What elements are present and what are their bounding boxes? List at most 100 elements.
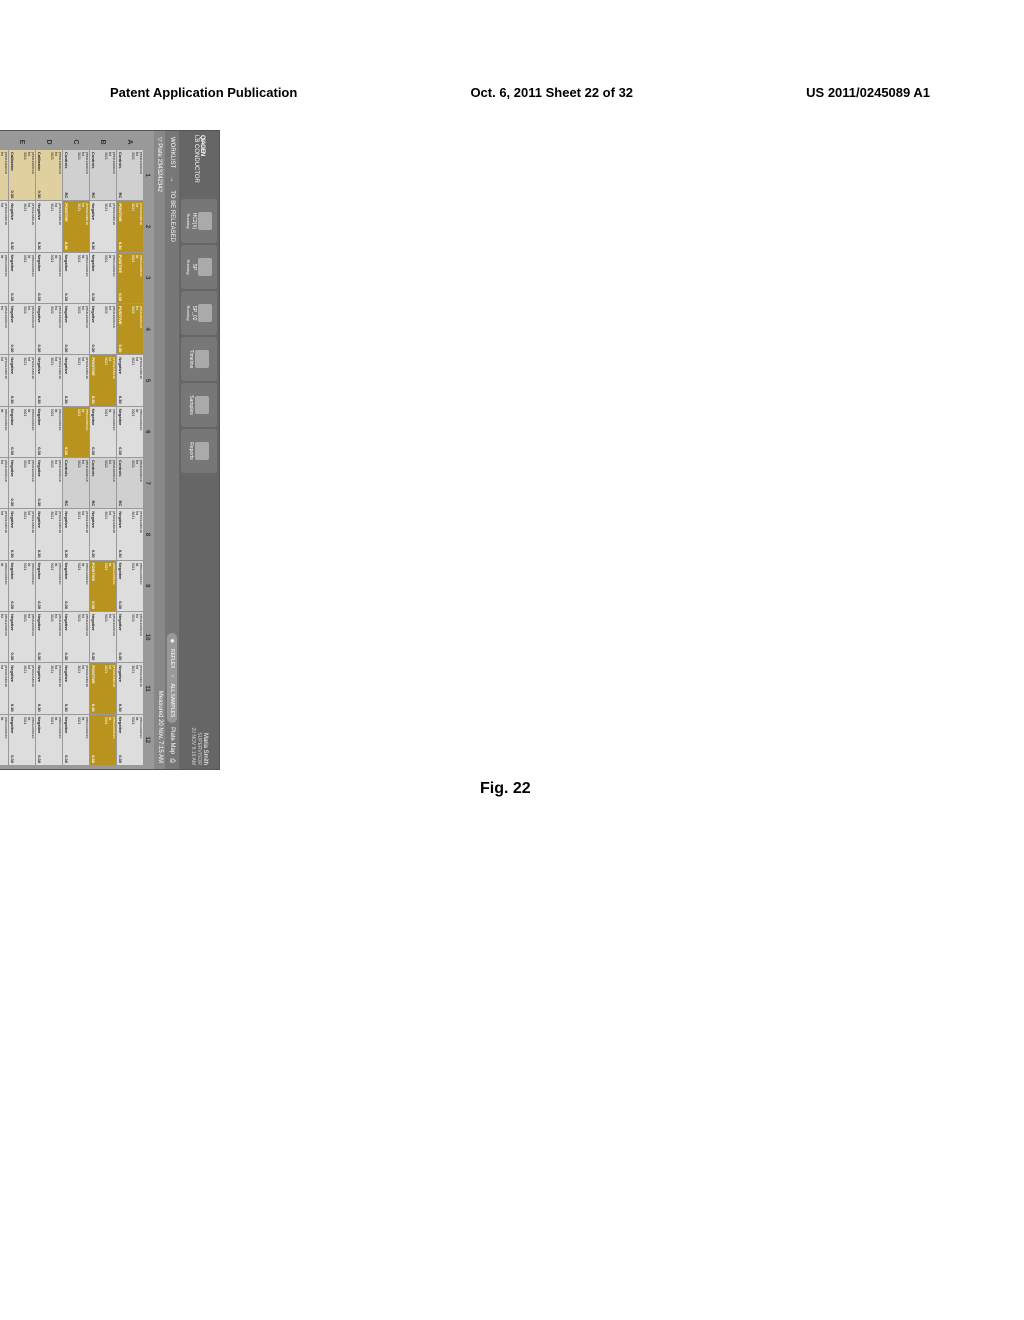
- well[interactable]: pH051506c16tst3021Negative0.30: [90, 304, 116, 354]
- tab-icon: [198, 212, 212, 230]
- well[interactable]: pH051506c16tst3021Negative0.30: [63, 612, 89, 662]
- well[interactable]: pH051506c16tst3021Negative0.30: [63, 355, 89, 405]
- grid-body: ApH051506c16tst3021ControlsRCpH051506c16…: [0, 135, 143, 765]
- well[interactable]: pH051506c16tst3021Negative0.30: [117, 355, 143, 405]
- well[interactable]: pH051506c16tst3021POSITIVE0.30: [117, 201, 143, 251]
- well[interactable]: pH051506c16tst3021Negative0.30: [0, 715, 8, 765]
- row-label: B: [90, 135, 116, 149]
- well-id: pH051506c16tst3021: [76, 306, 88, 352]
- well-result: Negative0.30: [37, 203, 41, 249]
- well[interactable]: pH051506c16tst3021Negative0.30: [36, 407, 62, 457]
- well[interactable]: pH051506c16tst3021Negative0.30: [0, 561, 8, 611]
- well-result: Negative0.30: [91, 306, 95, 352]
- well[interactable]: pH051506c16tst3021Negative0.30: [9, 304, 35, 354]
- well[interactable]: pH051506c16tst3021Negative0.30: [117, 663, 143, 713]
- export-icon[interactable]: ⎙: [169, 758, 176, 763]
- well[interactable]: pH051506c16tst3021Negative0.30: [90, 201, 116, 251]
- well-id: pH051506c16tst3021: [130, 563, 142, 609]
- toggle-reflex[interactable]: REFLEX: [169, 649, 175, 668]
- well-id: pH051506c16tst3021: [103, 203, 115, 249]
- well[interactable]: pH051506c16tst3021Negative0.30: [63, 561, 89, 611]
- well-id: pH051506c16tst3021: [49, 357, 61, 403]
- well[interactable]: pH051506c16tst3021Negative0.30: [36, 355, 62, 405]
- well[interactable]: pH051506c16tst3021Negative0.30: [36, 253, 62, 303]
- well[interactable]: pH051506c16tst3021Negative0.30: [9, 561, 35, 611]
- well[interactable]: pH051506c16tst3021Negative0.30: [0, 304, 8, 354]
- view-toggle[interactable]: ◉REFLEX ○ALL SAMPLES: [167, 633, 177, 724]
- well[interactable]: pH051506c16tst3021ControlsRC: [63, 150, 89, 200]
- well[interactable]: pH051506c16tst3021ControlsRC: [117, 458, 143, 508]
- tab-hc2(x)[interactable]: HC2(X)Running: [181, 199, 217, 243]
- well[interactable]: pH051506c16tst3021POSITIVE0.30: [117, 304, 143, 354]
- well[interactable]: pH051506c16tst3021Negative0.30: [63, 509, 89, 559]
- well[interactable]: pH051506c16tst3021Negative0.30: [36, 509, 62, 559]
- well[interactable]: pH051506c16tst3021ControlsRC: [63, 458, 89, 508]
- well[interactable]: pH051506c16tst3021Negative0.30: [0, 509, 8, 559]
- well[interactable]: pH051506c16tst3021Negative0.30: [90, 509, 116, 559]
- toggle-all[interactable]: ALL SAMPLES: [169, 683, 175, 717]
- well[interactable]: pH051506c16tst3021Negative0.30: [0, 201, 8, 251]
- well[interactable]: pH051506c16tst3021Negative0.30: [90, 253, 116, 303]
- well[interactable]: pH051506c16tst3021POSITIVE0.30: [117, 253, 143, 303]
- well[interactable]: pH051506c16tst30210.30: [90, 715, 116, 765]
- well[interactable]: pH051506c16tst3021Negative0.30: [9, 407, 35, 457]
- well[interactable]: pH051506c16tst3021Negative0.30: [63, 663, 89, 713]
- well[interactable]: pH051506c16tst3021Negative0.30: [117, 612, 143, 662]
- well[interactable]: pH051506c16tst3021Negative0.30: [9, 663, 35, 713]
- well[interactable]: pH051506c16tst3021Negative0.30: [36, 458, 62, 508]
- well[interactable]: pH051506c16tst3021ControlsRC: [90, 458, 116, 508]
- well[interactable]: pH051506c16tst3021Negative0.30: [9, 458, 35, 508]
- well[interactable]: pH051506c16tst3021ControlsRC: [117, 150, 143, 200]
- well[interactable]: pH051506c16tst3021Negative0.30: [9, 355, 35, 405]
- well[interactable]: pH051506c16tst3021ControlsRC: [90, 150, 116, 200]
- well-id: pH051506c16tst3021: [49, 203, 61, 249]
- well-result: Negative0.30: [64, 717, 68, 763]
- well[interactable]: pH051506c16tst3021Negative0.30: [36, 715, 62, 765]
- well[interactable]: pH051506c16tst3021Negative0.30: [117, 509, 143, 559]
- well[interactable]: pH051506c16tst3021Negative0.30: [0, 253, 8, 303]
- well-result: Negative0.30: [10, 563, 14, 609]
- well[interactable]: pH051506c16tst3021 Negative0.30: [36, 201, 62, 251]
- well[interactable]: pH051506c16tst3021Negative0.30: [9, 509, 35, 559]
- well[interactable]: pH051506c16tst3021Negative0.30: [36, 561, 62, 611]
- col-header: 11: [144, 663, 150, 713]
- well-id: pH051506c16tst3021: [76, 563, 88, 609]
- well[interactable]: pH051506c16tst3021Calibrator0.30: [36, 150, 62, 200]
- well[interactable]: pH051506c16tst3021Negative0.30: [9, 253, 35, 303]
- well[interactable]: pH051506c16tst3021Negative0.30: [0, 663, 8, 713]
- well[interactable]: pH051506c16tst3021POSITIVE0.30: [63, 201, 89, 251]
- well[interactable]: pH051506c16tst30210.30: [63, 407, 89, 457]
- tab-samples[interactable]: Samples: [181, 383, 217, 427]
- well[interactable]: pH051506c16tst3021Negative0.30: [9, 715, 35, 765]
- well[interactable]: pH051506c16tst3021Negative0.30: [36, 612, 62, 662]
- well[interactable]: pH051506c16tst3021Negative0.30: [90, 612, 116, 662]
- well[interactable]: pH051506c16tst3021POSITIVE0.30: [90, 355, 116, 405]
- well[interactable]: pH051506c16tst3021Negative0.30: [9, 201, 35, 251]
- well[interactable]: pH051506c16tst3021Negative0.30: [0, 612, 8, 662]
- well[interactable]: pH051506c16tst3021POSITIVE0.30: [90, 663, 116, 713]
- well[interactable]: pH051506c16tst3021Negative0.30: [0, 407, 8, 457]
- well[interactable]: pH051506c16tst3021Negative0.30: [117, 715, 143, 765]
- well[interactable]: pH051506c16tst3021Negative0.30: [90, 407, 116, 457]
- well[interactable]: pH051506c16tst3021Negative0.30: [117, 407, 143, 457]
- well[interactable]: pH051506c16tst3021POSITIVE0.30: [90, 561, 116, 611]
- well[interactable]: pH051506c16tst3021Negative0.30: [36, 304, 62, 354]
- well[interactable]: pH051506c16tst3021Negative0.30: [63, 253, 89, 303]
- well[interactable]: pH051506c16tst3021Negative0.30: [0, 355, 8, 405]
- well-id: pH051506c16tst3021: [22, 152, 34, 198]
- well[interactable]: pH051506c16tst3021Calibrator0.30: [9, 150, 35, 200]
- tab-sp_02[interactable]: SP_02Running: [181, 291, 217, 335]
- well[interactable]: pH051506c16tst3021Negative0.30: [9, 612, 35, 662]
- well-id: pH051506c16tst3021: [0, 563, 7, 609]
- col-header: 1: [144, 150, 150, 200]
- tab-reports[interactable]: Reports: [181, 429, 217, 473]
- tab-timeline[interactable]: Timeline: [181, 337, 217, 381]
- well[interactable]: pH051506c16tst3021Negative0.30: [63, 304, 89, 354]
- col-header: 10: [144, 612, 150, 662]
- well[interactable]: pH051506c16tst3021Negative0.30: [36, 663, 62, 713]
- well[interactable]: pH051506c16tst3021Negative0.30: [63, 715, 89, 765]
- well[interactable]: pH051506c16tst3021Negative0.30: [0, 458, 8, 508]
- tab-sp[interactable]: SPRunning: [181, 245, 217, 289]
- well[interactable]: pH051506c16tst3021Negative0.30: [117, 561, 143, 611]
- well[interactable]: pH051506c16tst3021Calibrator0.30: [0, 150, 8, 200]
